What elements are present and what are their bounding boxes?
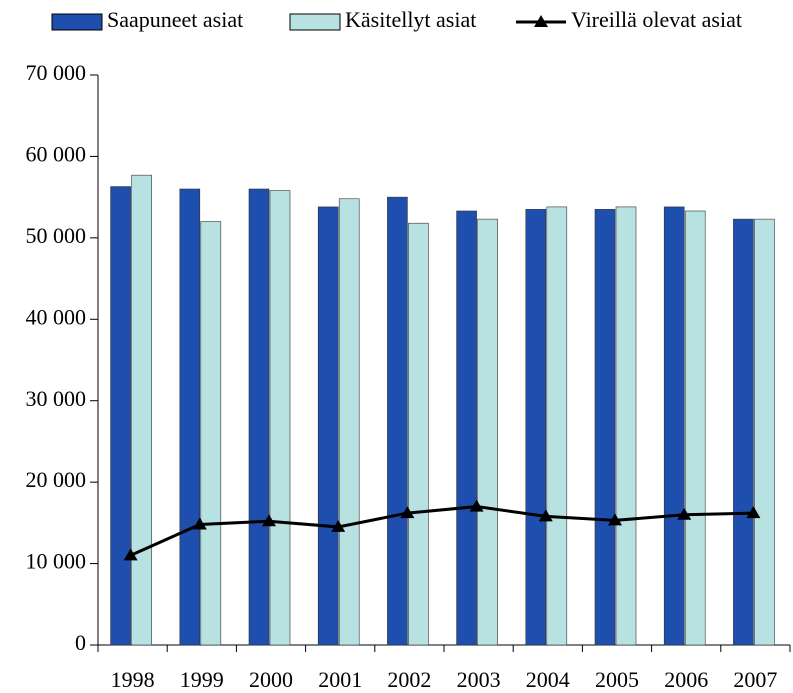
y-tick-label: 40 000 [26, 304, 87, 329]
x-tick-label: 1998 [111, 667, 155, 692]
x-tick-label: 2007 [733, 667, 777, 692]
bar [131, 174, 152, 646]
line-marker [746, 506, 761, 519]
line-marker [538, 509, 553, 522]
line-marker [192, 517, 207, 530]
line-marker [677, 507, 692, 520]
bar [546, 206, 568, 646]
bar [248, 188, 270, 646]
bar [615, 206, 637, 646]
y-tick-label: 50 000 [26, 223, 87, 248]
y-tick-label: 0 [75, 630, 86, 655]
x-tick-label: 2006 [664, 667, 708, 692]
bar [269, 190, 291, 646]
line-marker [400, 506, 415, 519]
bar [338, 198, 360, 646]
y-tick-label: 70 000 [26, 60, 87, 85]
legend-label: Saapuneet asiat [107, 7, 243, 32]
y-tick-label: 20 000 [26, 467, 87, 492]
bar [200, 221, 222, 646]
bar [456, 210, 477, 646]
x-tick-label: 2001 [318, 667, 362, 692]
legend-swatch [51, 13, 103, 31]
legend-label: Käsitellyt asiat [345, 7, 476, 32]
y-tick-label: 10 000 [26, 549, 87, 574]
y-tick-label: 30 000 [26, 386, 87, 411]
bar [317, 206, 339, 646]
x-tick-label: 2000 [249, 667, 293, 692]
line [129, 505, 754, 557]
line-marker [331, 519, 346, 532]
x-tick-label: 2002 [387, 667, 431, 692]
bar [408, 222, 429, 646]
x-tick-label: 1999 [180, 667, 224, 692]
line-marker [262, 514, 276, 527]
bar [684, 210, 706, 646]
bar [663, 206, 685, 646]
bar [594, 209, 616, 646]
bar [525, 209, 547, 646]
bar [179, 188, 201, 646]
x-tick-label: 2005 [595, 667, 639, 692]
line-marker [469, 499, 484, 512]
x-tick-label: 2003 [457, 667, 501, 692]
bar [733, 218, 754, 646]
x-tick-label: 2004 [526, 667, 570, 692]
bar [387, 196, 408, 646]
bar [477, 218, 498, 646]
bar [754, 218, 775, 646]
y-tick-label: 60 000 [26, 141, 87, 166]
legend-swatch [289, 13, 341, 31]
legend-marker [534, 15, 548, 27]
line-marker [123, 548, 138, 561]
legend-label: Vireillä olevat asiat [571, 7, 742, 32]
bar [110, 186, 131, 646]
line-marker [608, 513, 622, 526]
